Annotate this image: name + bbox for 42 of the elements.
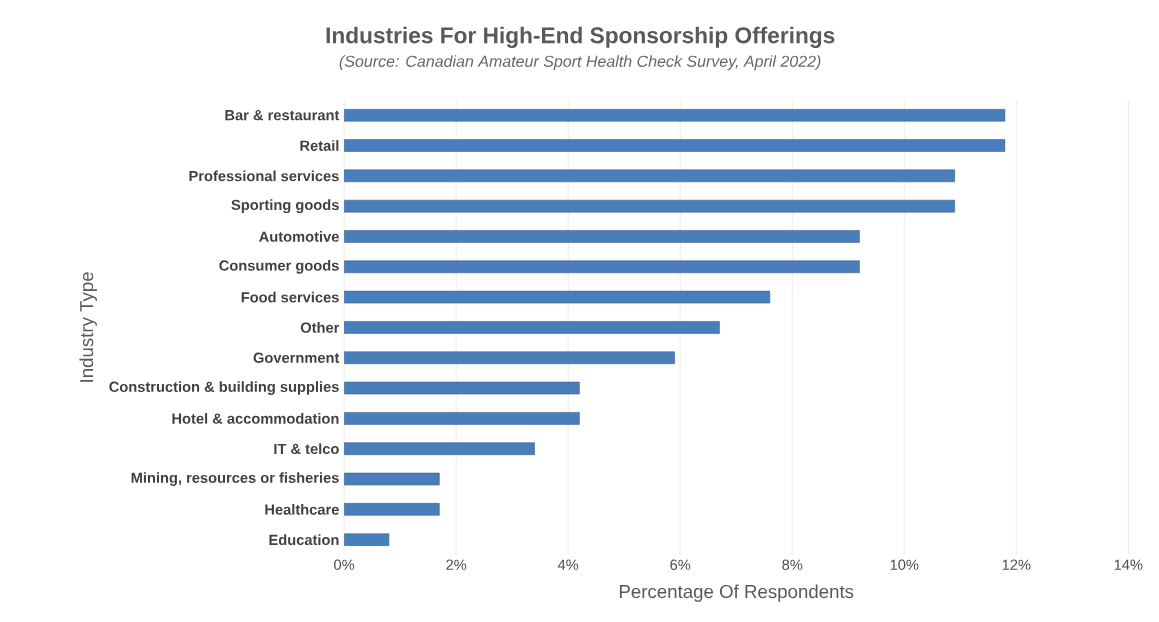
y-tick-label: Food services bbox=[241, 291, 339, 303]
y-tick-label: Professional services bbox=[189, 170, 339, 182]
y-tick-label: Bar & restaurant bbox=[225, 110, 340, 121]
y-tick-label: Construction & building supplies bbox=[109, 381, 339, 396]
x-tick-label: 8% bbox=[782, 559, 803, 571]
bar bbox=[344, 321, 720, 334]
y-tick-label: Retail bbox=[300, 140, 339, 152]
y-tick-label: Mining, resources or fisheries bbox=[131, 472, 339, 487]
y-tick-label: Automotive bbox=[259, 231, 339, 243]
y-tick-label: Government bbox=[253, 352, 340, 364]
x-tick-label: 4% bbox=[557, 559, 579, 571]
bar bbox=[344, 412, 580, 425]
bar bbox=[344, 230, 860, 243]
y-tick-label: Consumer goods bbox=[219, 260, 339, 274]
bar bbox=[344, 139, 1006, 153]
bar bbox=[344, 291, 771, 304]
y-tick-label: Sporting goods bbox=[231, 199, 339, 214]
y-tick-label: Other bbox=[300, 322, 340, 334]
y-tick-label: Education bbox=[269, 534, 339, 546]
chart-title: Industries For High-End Sponsorship Offerings bbox=[326, 26, 835, 49]
x-tick-label: 2% bbox=[446, 559, 467, 571]
x-tick-label: 6% bbox=[670, 559, 691, 571]
x-axis-title: Percentage Of Respondents bbox=[619, 584, 854, 603]
y-tick-label: Hotel & accommodation bbox=[172, 413, 339, 425]
y-axis-title: Industry Type bbox=[79, 272, 97, 382]
x-tick-label: 0% bbox=[334, 559, 355, 571]
bar bbox=[344, 351, 675, 365]
bar bbox=[344, 260, 860, 274]
y-tick-label: Healthcare bbox=[265, 504, 339, 515]
bar bbox=[344, 109, 1006, 122]
bar bbox=[344, 169, 955, 183]
bar bbox=[344, 382, 580, 395]
y-tick-label: IT & telco bbox=[274, 443, 339, 455]
bar bbox=[344, 503, 440, 516]
x-tick-label: 10% bbox=[890, 559, 919, 571]
x-tick-label: 12% bbox=[1002, 559, 1031, 571]
bar bbox=[344, 200, 955, 213]
bar bbox=[344, 533, 390, 547]
bar bbox=[344, 442, 535, 456]
bar bbox=[344, 473, 440, 486]
x-tick-label: 14% bbox=[1114, 559, 1143, 571]
chart-subtitle: (Source: Canadian Amateur Sport Health Check Survey, April 2022) bbox=[339, 55, 821, 71]
